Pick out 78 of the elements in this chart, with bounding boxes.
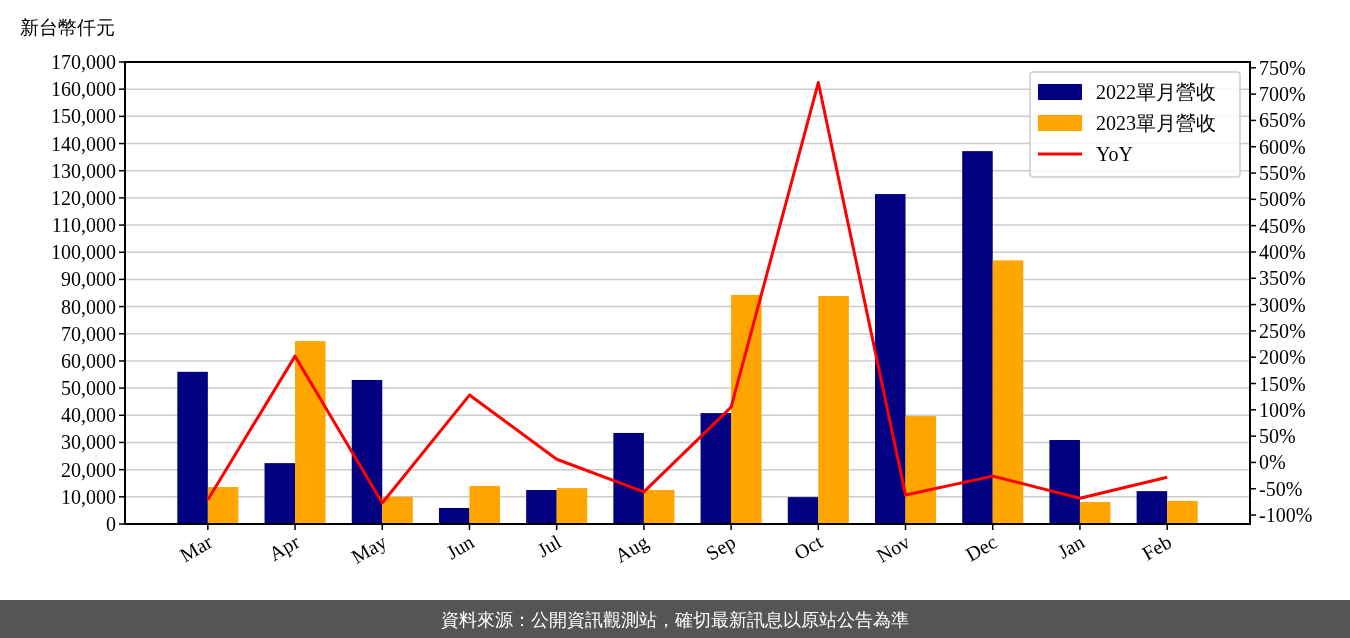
y-axis-title: 新台幣仟元 [20,17,115,38]
bar [177,371,208,524]
bar [264,463,296,524]
y2-tick-label: 550% [1259,162,1306,185]
bar [1167,500,1198,524]
legend-label: 2022單月營收 [1096,81,1216,103]
y2-tick-label: 0% [1259,451,1286,474]
y2-tick-label: 600% [1259,135,1306,158]
y2-tick-label: 450% [1259,214,1306,237]
bar [731,294,762,524]
bar [905,416,937,524]
x-tick-label: Mar [175,530,217,567]
bar [818,295,849,524]
y-tick-label: 20,000 [61,458,116,481]
y-tick-label: 150,000 [51,105,116,128]
footer-note: 資料來源：公開資訊觀測站，確切最新訊息以原站公告為準 [0,600,1350,638]
x-tick-label: Jan [1053,530,1088,563]
y2-tick-label: -100% [1259,504,1313,527]
x-tick-label: Dec [961,530,1001,566]
bar [351,379,383,524]
x-tick-label: Jun [442,530,478,564]
bar [1049,440,1080,524]
bar [382,496,413,524]
x-tick-label: Feb [1138,530,1176,565]
bar [992,260,1024,524]
y-tick-label: 170,000 [51,51,116,73]
y2-tick-label: 650% [1259,109,1306,132]
y-tick-label: 70,000 [61,322,116,345]
x-tick-label: Nov [872,530,914,567]
y-tick-label: 130,000 [51,159,116,182]
bar [556,488,588,524]
bar [207,487,239,524]
y2-tick-label: 200% [1259,346,1306,369]
y2-tick-label: 300% [1259,293,1306,316]
y-tick-label: 0 [106,513,116,535]
y-tick-label: 110,000 [51,214,116,237]
legend-label: 2023單月營收 [1096,112,1216,134]
y-tick-label: 40,000 [61,404,116,427]
y2-tick-label: 350% [1259,267,1306,290]
y-tick-label: 60,000 [61,349,116,372]
bar [787,497,819,524]
y-tick-label: 160,000 [51,78,116,101]
y2-tick-label: 250% [1259,319,1306,342]
bar [469,485,500,524]
y-tick-label: 80,000 [61,295,116,318]
bar [295,341,326,524]
bar [962,151,993,524]
bar [1079,501,1111,524]
y2-tick-label: 750% [1259,56,1306,79]
y2-tick-label: 700% [1259,83,1306,106]
x-tick-label: Oct [790,530,827,564]
x-tick-label: Apr [265,530,304,566]
bar [526,490,557,524]
x-tick-label: Sep [702,530,740,566]
bar [1136,491,1168,524]
y2-tick-label: 100% [1259,398,1306,421]
y-tick-label: 50,000 [61,377,116,400]
y2-tick-label: 500% [1259,188,1306,211]
y-tick-label: 140,000 [51,132,116,155]
x-tick-label: Jul [533,530,566,562]
source-note: 資料來源：公開資訊觀測站，確切最新訊息以原站公告為準 [441,609,909,630]
y2-tick-label: 400% [1259,240,1306,263]
bar [875,194,906,524]
y-tick-label: 100,000 [51,241,116,264]
bar [613,432,644,524]
x-tick-label: Aug [611,530,653,568]
legend-label: YoY [1096,143,1133,165]
y-tick-label: 10,000 [61,485,116,508]
y-tick-label: 30,000 [61,431,116,454]
y2-tick-label: 50% [1259,425,1296,448]
y-tick-label: 90,000 [61,268,116,291]
x-tick-label: May [347,530,391,569]
bar [700,413,732,524]
bar [643,490,675,524]
y2-tick-label: 150% [1259,372,1306,395]
y2-tick-label: -50% [1259,477,1303,500]
bar [438,507,470,524]
y-tick-label: 120,000 [51,186,116,209]
